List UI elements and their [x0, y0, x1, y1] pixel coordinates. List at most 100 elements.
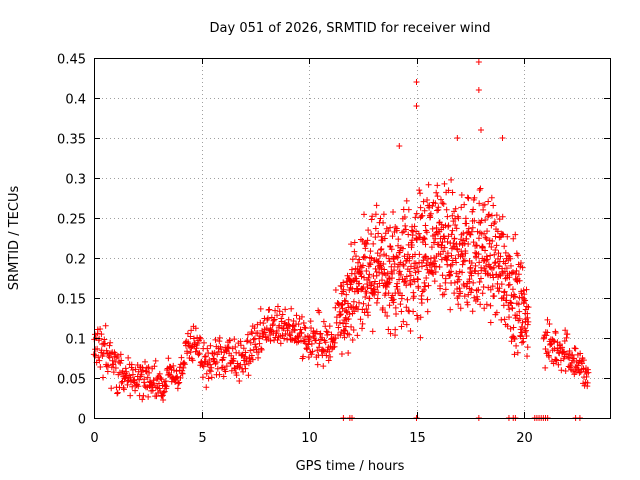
data-point: [324, 329, 331, 336]
data-point: [295, 338, 302, 345]
data-point: [110, 369, 117, 376]
data-point: [105, 362, 112, 369]
data-point: [145, 364, 152, 371]
data-point: [487, 286, 494, 293]
data-point: [208, 374, 215, 381]
data-point: [320, 347, 327, 354]
data-point: [453, 270, 460, 277]
data-point: [316, 340, 323, 347]
data-point: [249, 356, 256, 363]
data-point: [421, 235, 428, 242]
data-point: [407, 328, 414, 335]
data-point: [570, 355, 577, 362]
data-point: [485, 198, 492, 205]
data-point: [470, 239, 477, 246]
data-point: [367, 248, 374, 255]
data-point: [476, 278, 483, 285]
data-point: [344, 300, 351, 307]
data-point: [412, 260, 419, 267]
data-point: [416, 187, 423, 194]
data-point: [458, 192, 465, 199]
data-point: [520, 287, 527, 294]
data-point: [506, 306, 513, 313]
data-point: [396, 143, 403, 149]
data-point: [181, 361, 188, 368]
data-point: [452, 205, 459, 212]
data-point: [357, 263, 364, 270]
data-point: [519, 329, 526, 336]
data-point: [474, 296, 481, 303]
data-point: [370, 240, 377, 247]
data-point: [475, 59, 482, 65]
data-point: [467, 231, 474, 238]
data-point: [279, 332, 286, 339]
data-point: [225, 344, 232, 351]
data-point: [453, 259, 460, 266]
data-point: [525, 318, 532, 325]
data-point: [481, 201, 488, 208]
data-point: [495, 288, 502, 295]
data-point: [437, 196, 444, 203]
data-point: [404, 296, 411, 303]
data-point: [125, 354, 132, 361]
data-point: [362, 245, 369, 252]
data-point: [431, 278, 438, 285]
data-point: [444, 238, 451, 245]
data-point: [411, 223, 418, 230]
data-point: [305, 341, 312, 348]
data-point: [357, 316, 364, 323]
data-point: [576, 369, 583, 376]
data-point: [448, 231, 455, 238]
x-tick-label: 20: [516, 431, 533, 446]
data-point: [459, 251, 466, 258]
data-point: [98, 331, 105, 338]
data-point: [445, 233, 452, 240]
data-point: [475, 286, 482, 293]
data-point: [479, 290, 486, 297]
data-point: [222, 368, 229, 375]
data-point: [298, 329, 305, 336]
data-point: [498, 281, 505, 288]
data-point: [410, 289, 417, 296]
data-point: [459, 253, 466, 260]
data-point: [343, 291, 350, 298]
data-point: [118, 357, 125, 364]
data-point: [236, 378, 243, 385]
data-point: [463, 229, 470, 236]
data-point: [442, 275, 449, 282]
chart-title: Day 051 of 2026, SRMTID for receiver win…: [210, 21, 491, 36]
data-point: [431, 239, 438, 246]
data-point: [506, 314, 513, 321]
data-point: [490, 202, 497, 209]
data-point: [395, 236, 402, 243]
data-point: [250, 336, 257, 343]
data-point: [575, 362, 582, 369]
data-point: [460, 230, 467, 237]
y-tick-label: 0.05: [57, 373, 86, 388]
data-point: [348, 266, 355, 273]
data-point: [550, 360, 557, 367]
data-point: [504, 233, 511, 240]
data-point: [435, 241, 442, 248]
data-point: [514, 312, 521, 319]
data-point: [515, 301, 522, 308]
data-point: [132, 366, 139, 373]
data-point: [491, 219, 498, 226]
data-point: [519, 264, 526, 271]
data-point: [274, 303, 281, 310]
data-point: [359, 320, 366, 327]
data-point: [424, 256, 431, 263]
data-point: [244, 331, 251, 338]
data-point: [129, 383, 136, 390]
data-point: [298, 313, 305, 320]
data-point: [377, 246, 384, 253]
data-point: [415, 230, 422, 237]
data-point: [521, 291, 528, 298]
data-point: [520, 338, 527, 345]
data-point: [204, 360, 211, 367]
data-point: [305, 354, 312, 361]
data-point: [517, 326, 524, 333]
data-point: [496, 285, 503, 292]
data-point: [429, 203, 436, 210]
data-point: [282, 306, 289, 313]
